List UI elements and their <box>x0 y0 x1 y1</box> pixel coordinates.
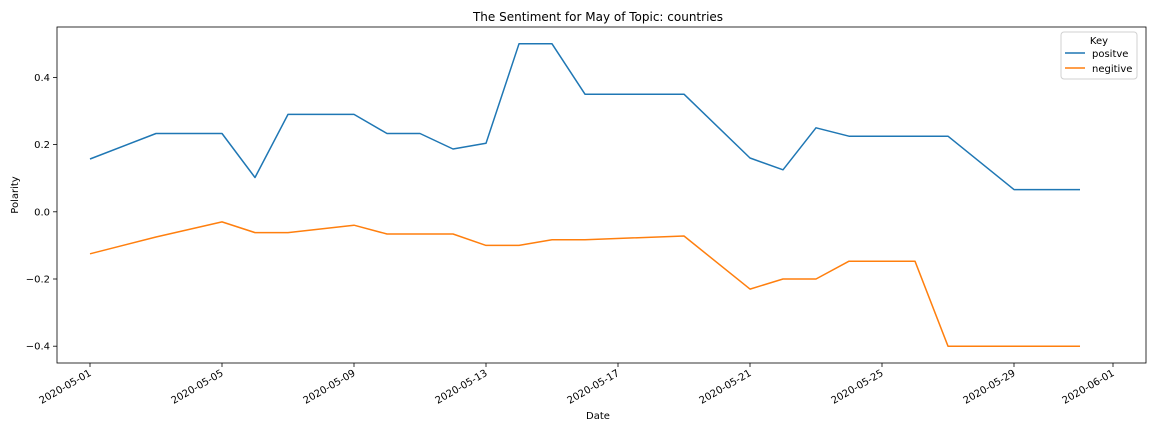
x-tick-label: 2020-05-17 <box>566 368 622 407</box>
x-tick-label: 2020-05-13 <box>434 368 490 407</box>
plot-area-frame <box>56 26 1147 364</box>
legend-title: Key <box>1090 36 1108 47</box>
y-tick-label: 0.0 <box>34 207 50 218</box>
y-tick-label: 0.4 <box>34 73 50 84</box>
x-axis-label: Date <box>586 411 610 422</box>
y-tick-label: 0.2 <box>34 140 50 151</box>
x-tick-label: 2020-05-01 <box>38 368 94 407</box>
x-tick-label: 2020-05-21 <box>698 368 754 407</box>
x-tick-label: 2020-06-01 <box>1061 368 1117 407</box>
x-tick-label: 2020-05-29 <box>962 368 1018 407</box>
x-tick-label: 2020-05-25 <box>830 368 886 407</box>
legend-label: negitive <box>1092 64 1132 75</box>
series-line-positve <box>89 43 1080 191</box>
y-tick-label: −0.2 <box>26 275 50 286</box>
y-tick-label: −0.4 <box>26 342 50 353</box>
x-tick-label: 2020-05-05 <box>170 368 226 407</box>
legend-label: positve <box>1092 49 1128 60</box>
y-axis-label: Polarity <box>10 176 21 214</box>
chart-title: The Sentiment for May of Topic: countrie… <box>472 10 723 24</box>
x-tick-label: 2020-05-09 <box>302 368 358 407</box>
series-line-negitive <box>89 221 1080 347</box>
